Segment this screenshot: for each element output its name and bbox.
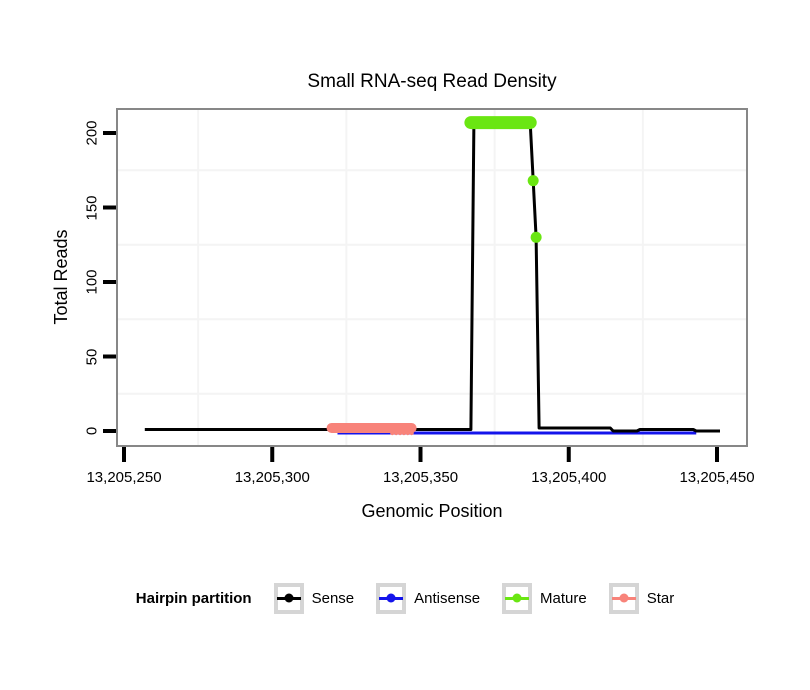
legend: Hairpin partition Sense Antisense Mature [0, 581, 810, 615]
x-axis-tick [418, 447, 423, 462]
y-axis-label: Total Reads [51, 229, 71, 325]
legend-item-mature: Mature [502, 582, 587, 614]
y-tick-label: 0 [83, 426, 101, 436]
x-axis-tick [715, 447, 719, 462]
y-axis-tick [103, 280, 116, 284]
legend-item-antisense: Antisense [376, 582, 481, 614]
x-tick-label: 13,205,400 [531, 469, 607, 486]
legend-item-label: Antisense [414, 589, 481, 607]
legend-title: Hairpin partition [135, 589, 252, 607]
sense-line [144, 121, 720, 433]
x-axis-tick [122, 447, 126, 462]
y-axis-tick [103, 131, 116, 135]
legend-key-dot-icon [512, 593, 522, 603]
legend-key-star [608, 582, 639, 614]
x-axis-tick [566, 447, 571, 462]
x-tick-label: 13,205,250 [86, 469, 162, 486]
x-axis-label: Genomic Position [361, 501, 503, 521]
y-axis-tick [103, 429, 116, 433]
x-axis-tick [270, 447, 275, 462]
y-axis-tick [103, 354, 116, 359]
legend-item-sense: Sense [273, 582, 355, 614]
legend-key-sense [273, 582, 304, 614]
x-tick-label: 13,205,350 [382, 469, 459, 486]
y-tick-label: 150 [83, 194, 101, 221]
mature-dot [530, 231, 542, 243]
x-tick-label: 13,205,450 [679, 469, 755, 486]
legend-item-label: Star [646, 589, 675, 607]
legend-key-dot-icon [619, 593, 629, 603]
figure-title: Small RNA-seq Read Density [307, 71, 557, 92]
y-tick-label: 200 [83, 120, 101, 146]
legend-key-mature [502, 582, 533, 614]
y-axis-tick [103, 205, 116, 210]
legend-item-label: Sense [311, 589, 355, 607]
y-tick-label: 50 [83, 348, 101, 365]
mature-dot [527, 175, 539, 187]
legend-item-star: Star [608, 582, 675, 614]
x-tick-label: 13,205,300 [234, 469, 310, 486]
y-tick-label: 100 [83, 269, 101, 295]
legend-key-antisense [376, 582, 407, 614]
legend-key-dot-icon [284, 593, 294, 603]
legend-key-dot-icon [386, 593, 396, 603]
legend-item-label: Mature [540, 589, 587, 607]
